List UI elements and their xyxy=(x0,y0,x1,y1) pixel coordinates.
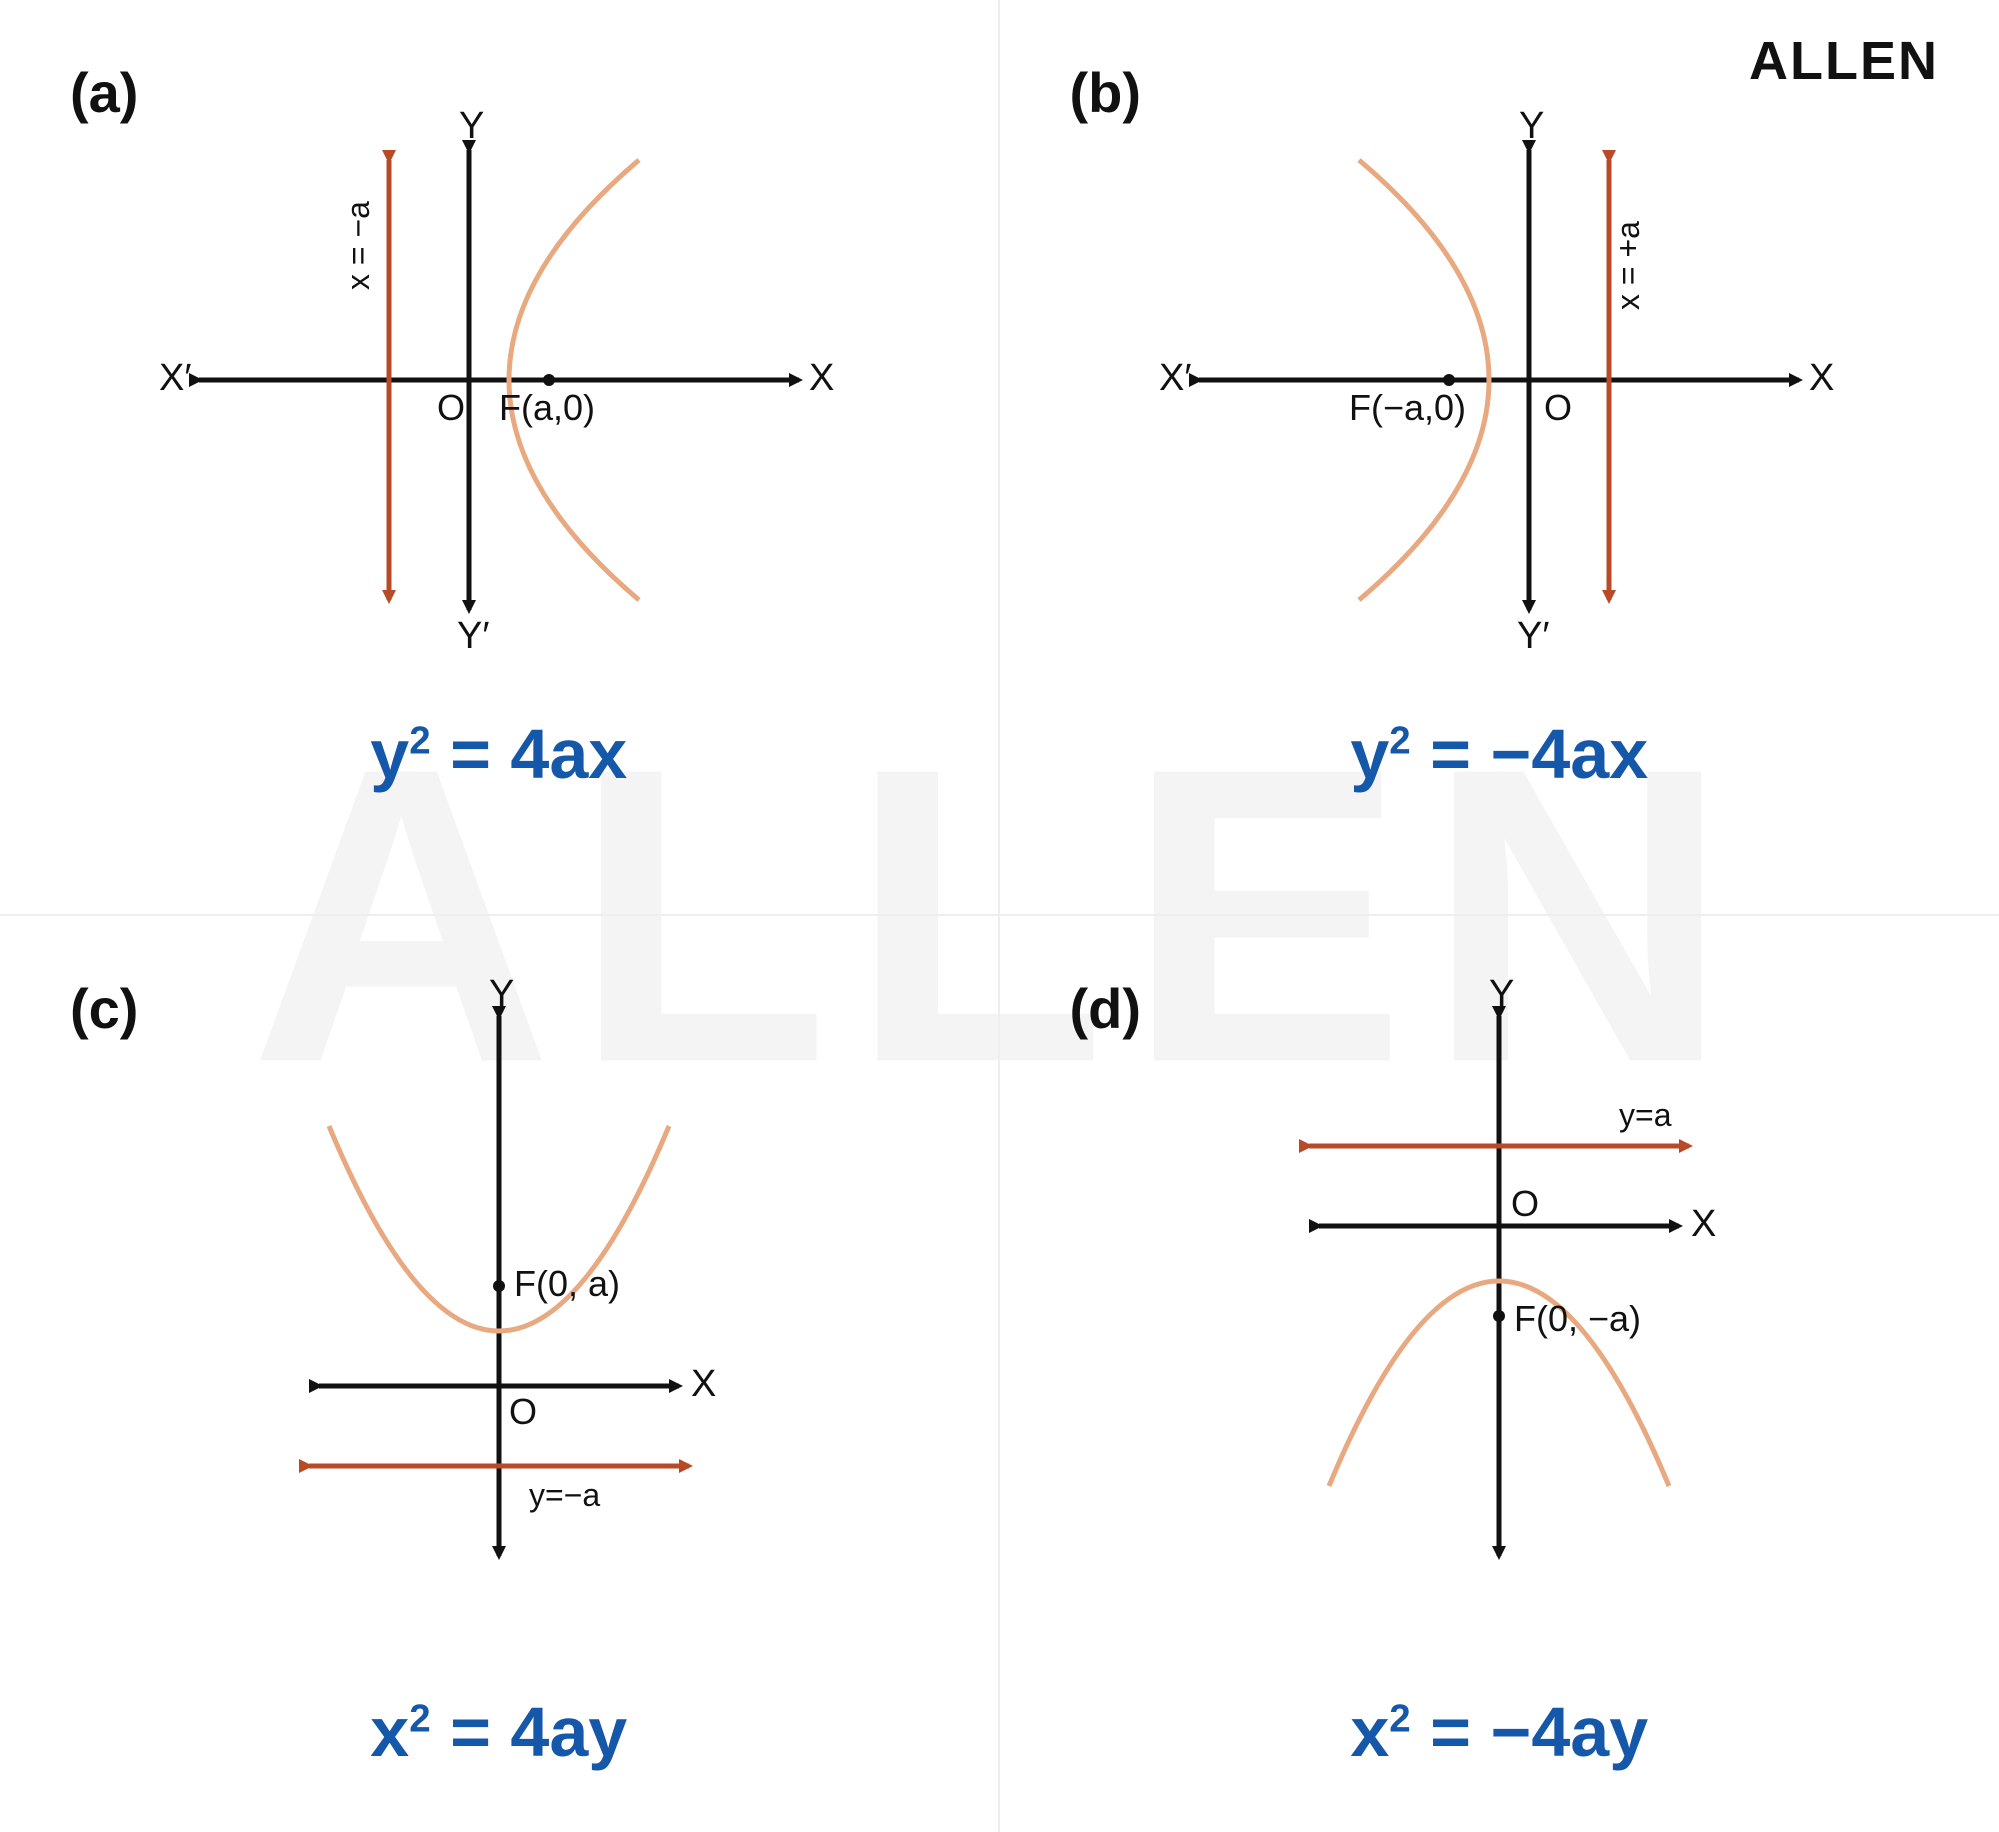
equation-d: x2 = −4ay xyxy=(1350,1692,1648,1772)
y-pos-label: Y xyxy=(459,105,484,147)
y-pos-label: Y xyxy=(1519,105,1544,147)
x-pos-label: X xyxy=(809,357,834,399)
parabola-down-diagram: X Y O F(0, −a) y=a xyxy=(1219,976,1779,1596)
focus-label: F(0, −a) xyxy=(1514,1298,1641,1339)
focus-point xyxy=(1493,1310,1505,1322)
equation-c: x2 = 4ay xyxy=(370,1692,627,1772)
x-pos-label: X xyxy=(1809,357,1834,399)
origin-label: O xyxy=(509,1391,537,1432)
equation-a: y2 = 4ax xyxy=(370,714,627,794)
panel-a: (a) X X′ Y Y′ O F xyxy=(0,0,1000,916)
brand-logo: ALLEN xyxy=(1749,30,1939,92)
directrix-label: y=−a xyxy=(529,1477,600,1513)
equation-b: y2 = −4ax xyxy=(1350,714,1648,794)
focus-point xyxy=(1443,374,1455,386)
parabola-right-diagram: X X′ Y Y′ O F(a,0) x = −a xyxy=(139,90,859,670)
y-neg-label: Y′ xyxy=(457,615,489,657)
panel-a-label: (a) xyxy=(70,60,138,125)
y-pos-label: Y xyxy=(1489,976,1514,1015)
focus-point xyxy=(493,1280,505,1292)
origin-label: O xyxy=(1511,1183,1539,1224)
panels-grid: (a) X X′ Y Y′ O F xyxy=(0,0,1999,1832)
focus-label: F(a,0) xyxy=(499,387,595,428)
x-pos-label: X xyxy=(691,1363,716,1405)
panel-d-label: (d) xyxy=(1070,976,1142,1041)
panel-c-label: (c) xyxy=(70,976,138,1041)
x-neg-label: X′ xyxy=(1159,357,1191,399)
y-pos-label: Y xyxy=(489,976,514,1015)
directrix-label: y=a xyxy=(1619,1097,1672,1133)
panel-b-label: (b) xyxy=(1070,60,1142,125)
origin-label: O xyxy=(437,387,465,428)
x-neg-label: X′ xyxy=(159,357,191,399)
directrix-label: x = −a xyxy=(340,201,376,290)
x-pos-label: X xyxy=(1691,1203,1716,1245)
y-neg-label: Y′ xyxy=(1517,615,1549,657)
parabola-left-diagram: X X′ Y Y′ O F(−a,0) x = +a xyxy=(1139,90,1859,670)
focus-point xyxy=(543,374,555,386)
focus-label: F(0, a) xyxy=(514,1263,620,1304)
panel-d: (d) X Y O F(0, −a) y=a x2 = −4ay xyxy=(1000,916,1999,1832)
directrix-label: x = +a xyxy=(1610,221,1646,310)
parabola-up-diagram: X Y O F(0, a) y=−a xyxy=(219,976,779,1596)
panel-b: (b) X X′ Y Y′ O F(−a,0) x = +a xyxy=(1000,0,1999,916)
focus-label: F(−a,0) xyxy=(1349,387,1466,428)
origin-label: O xyxy=(1544,387,1572,428)
panel-c: (c) X Y O F(0, a) y=−a xyxy=(0,916,1000,1832)
